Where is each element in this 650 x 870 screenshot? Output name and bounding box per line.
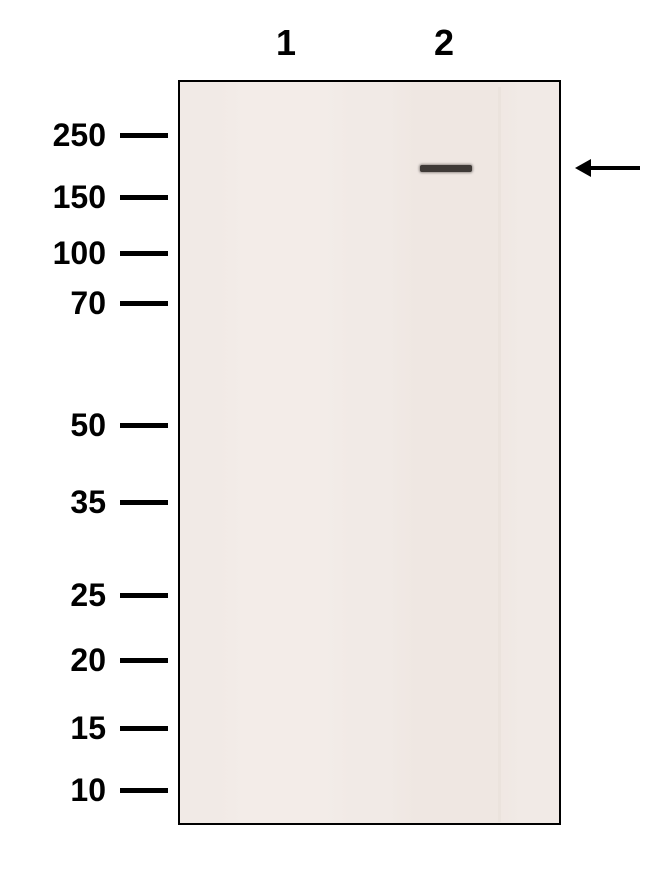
lane-label-2: 2 — [424, 22, 464, 64]
mw-tick-20 — [120, 658, 168, 663]
western-blot-figure: 1 2 250 150 100 70 50 35 25 20 15 10 — [0, 0, 650, 870]
mw-label-20: 20 — [18, 642, 106, 679]
faint-streak — [498, 87, 501, 822]
protein-band — [420, 165, 472, 172]
mw-label-50: 50 — [18, 407, 106, 444]
mw-tick-250 — [120, 133, 168, 138]
mw-label-35: 35 — [18, 484, 106, 521]
mw-label-250: 250 — [18, 117, 106, 154]
mw-tick-25 — [120, 593, 168, 598]
lane-label-1: 1 — [266, 22, 306, 64]
mw-tick-35 — [120, 500, 168, 505]
blot-membrane — [178, 80, 561, 825]
mw-label-15: 15 — [18, 710, 106, 747]
mw-tick-100 — [120, 251, 168, 256]
lane-stripe-2 — [388, 82, 521, 823]
mw-tick-70 — [120, 301, 168, 306]
mw-label-70: 70 — [18, 285, 106, 322]
arrow-head-icon — [575, 159, 591, 177]
mw-tick-15 — [120, 726, 168, 731]
mw-tick-10 — [120, 788, 168, 793]
lane-stripe-1 — [218, 82, 351, 823]
band-indicator-arrow — [575, 158, 640, 178]
mw-label-100: 100 — [18, 235, 106, 272]
mw-label-10: 10 — [18, 772, 106, 809]
mw-tick-50 — [120, 423, 168, 428]
mw-label-25: 25 — [18, 577, 106, 614]
mw-tick-150 — [120, 195, 168, 200]
mw-label-150: 150 — [18, 179, 106, 216]
arrow-shaft — [587, 166, 640, 170]
